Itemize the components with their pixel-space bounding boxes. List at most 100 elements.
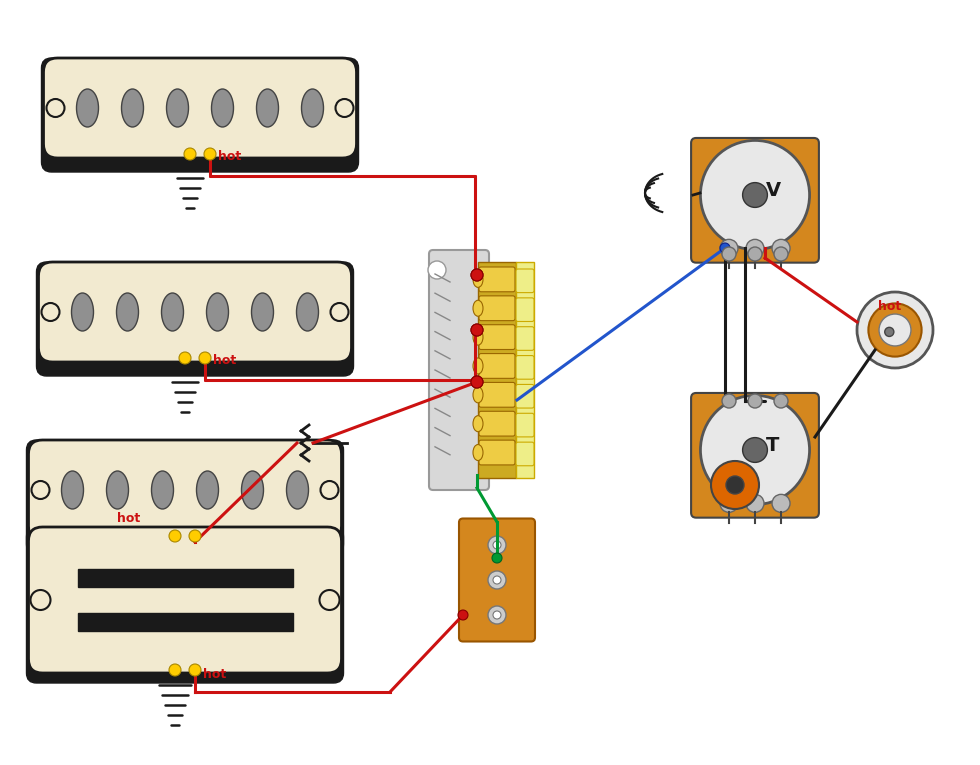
Circle shape bbox=[493, 611, 501, 619]
Circle shape bbox=[189, 664, 201, 676]
Circle shape bbox=[868, 304, 921, 356]
Circle shape bbox=[319, 590, 339, 610]
FancyBboxPatch shape bbox=[516, 327, 534, 350]
Circle shape bbox=[722, 247, 736, 261]
Ellipse shape bbox=[257, 89, 278, 127]
FancyBboxPatch shape bbox=[516, 356, 534, 379]
Circle shape bbox=[335, 99, 354, 117]
Circle shape bbox=[184, 148, 196, 160]
Ellipse shape bbox=[152, 471, 173, 509]
Circle shape bbox=[772, 494, 790, 513]
Ellipse shape bbox=[197, 471, 219, 509]
Circle shape bbox=[493, 541, 501, 549]
Ellipse shape bbox=[167, 89, 188, 127]
Circle shape bbox=[488, 536, 506, 554]
FancyBboxPatch shape bbox=[516, 413, 534, 437]
Ellipse shape bbox=[473, 415, 483, 431]
FancyBboxPatch shape bbox=[479, 412, 515, 436]
Ellipse shape bbox=[72, 293, 93, 331]
Circle shape bbox=[471, 269, 483, 281]
Ellipse shape bbox=[473, 358, 483, 374]
Circle shape bbox=[199, 352, 211, 364]
Text: V: V bbox=[765, 181, 780, 200]
Ellipse shape bbox=[252, 293, 273, 331]
Bar bbox=[478, 262, 516, 478]
Circle shape bbox=[169, 530, 181, 542]
FancyBboxPatch shape bbox=[26, 527, 344, 683]
FancyBboxPatch shape bbox=[691, 393, 819, 518]
Circle shape bbox=[722, 394, 736, 408]
Circle shape bbox=[743, 183, 767, 207]
Circle shape bbox=[471, 376, 483, 388]
Circle shape bbox=[748, 394, 762, 408]
Ellipse shape bbox=[473, 444, 483, 461]
Circle shape bbox=[179, 352, 191, 364]
Circle shape bbox=[726, 476, 744, 494]
Circle shape bbox=[746, 239, 764, 257]
FancyBboxPatch shape bbox=[516, 269, 534, 293]
Circle shape bbox=[169, 664, 181, 676]
FancyBboxPatch shape bbox=[516, 385, 534, 408]
Text: T: T bbox=[766, 435, 780, 454]
Circle shape bbox=[471, 324, 483, 336]
FancyBboxPatch shape bbox=[479, 440, 515, 465]
FancyBboxPatch shape bbox=[43, 58, 357, 158]
Bar bbox=[77, 613, 292, 631]
Ellipse shape bbox=[473, 272, 483, 288]
Circle shape bbox=[471, 269, 483, 281]
Text: hot: hot bbox=[213, 354, 236, 367]
FancyBboxPatch shape bbox=[459, 519, 535, 642]
Circle shape bbox=[41, 303, 60, 321]
Ellipse shape bbox=[286, 471, 309, 509]
Ellipse shape bbox=[62, 471, 83, 509]
Circle shape bbox=[857, 292, 933, 368]
Circle shape bbox=[46, 99, 65, 117]
FancyBboxPatch shape bbox=[41, 58, 359, 172]
Circle shape bbox=[774, 394, 788, 408]
Circle shape bbox=[204, 148, 216, 160]
Circle shape bbox=[330, 303, 349, 321]
Text: hot: hot bbox=[218, 150, 241, 163]
FancyBboxPatch shape bbox=[479, 353, 515, 379]
FancyBboxPatch shape bbox=[429, 250, 489, 490]
FancyBboxPatch shape bbox=[26, 440, 344, 554]
FancyBboxPatch shape bbox=[479, 382, 515, 407]
Circle shape bbox=[774, 247, 788, 261]
Ellipse shape bbox=[241, 471, 264, 509]
Ellipse shape bbox=[117, 293, 138, 331]
Ellipse shape bbox=[107, 471, 128, 509]
Circle shape bbox=[885, 327, 894, 337]
FancyBboxPatch shape bbox=[36, 262, 354, 376]
FancyBboxPatch shape bbox=[38, 262, 352, 362]
Ellipse shape bbox=[473, 300, 483, 316]
FancyBboxPatch shape bbox=[28, 527, 341, 673]
Circle shape bbox=[320, 481, 338, 499]
Circle shape bbox=[488, 571, 506, 589]
FancyBboxPatch shape bbox=[516, 442, 534, 466]
Ellipse shape bbox=[207, 293, 228, 331]
Circle shape bbox=[743, 438, 767, 462]
Circle shape bbox=[711, 461, 759, 509]
Circle shape bbox=[492, 553, 502, 563]
Circle shape bbox=[493, 576, 501, 584]
Circle shape bbox=[720, 239, 738, 257]
Circle shape bbox=[30, 590, 51, 610]
Ellipse shape bbox=[162, 293, 183, 331]
Ellipse shape bbox=[473, 329, 483, 345]
FancyBboxPatch shape bbox=[516, 298, 534, 321]
Bar bbox=[516, 262, 534, 478]
Circle shape bbox=[720, 494, 738, 513]
Bar bbox=[77, 569, 292, 587]
Circle shape bbox=[471, 324, 483, 336]
FancyBboxPatch shape bbox=[28, 440, 341, 540]
FancyBboxPatch shape bbox=[479, 324, 515, 350]
Text: hot: hot bbox=[203, 668, 226, 681]
Circle shape bbox=[31, 481, 50, 499]
Ellipse shape bbox=[297, 293, 318, 331]
Circle shape bbox=[748, 247, 762, 261]
Text: hot: hot bbox=[117, 512, 140, 525]
Ellipse shape bbox=[122, 89, 143, 127]
Circle shape bbox=[746, 494, 764, 513]
Ellipse shape bbox=[473, 387, 483, 403]
Ellipse shape bbox=[76, 89, 99, 127]
